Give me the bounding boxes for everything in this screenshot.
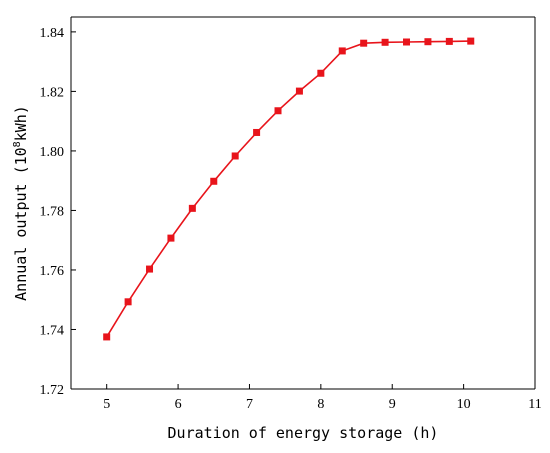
data-point-marker [124, 298, 132, 306]
plot-frame [70, 16, 536, 390]
x-tick-label: 5 [103, 397, 110, 412]
series-layer [103, 37, 475, 341]
x-axis-title: Duration of energy storage (h) [168, 424, 439, 442]
x-tick-label: 7 [246, 397, 253, 412]
x-tick-label: 9 [389, 397, 396, 412]
x-tick-label: 10 [457, 397, 471, 412]
x-tick-label: 11 [528, 397, 541, 412]
data-point-marker [360, 39, 368, 47]
data-point-marker [274, 107, 282, 115]
y-tick-label: 1.82 [40, 85, 65, 100]
y-tick-label: 1.78 [40, 204, 65, 219]
x-ticks: 5 6 7 8 9 10 11 [103, 384, 542, 412]
y-axis-title: Annual output (108kWh) [12, 105, 30, 301]
x-tick-label: 8 [317, 397, 324, 412]
data-point-marker [253, 128, 261, 136]
data-point-marker [103, 333, 111, 341]
data-point-marker [210, 177, 218, 185]
data-point-marker [403, 38, 411, 46]
data-point-marker [381, 38, 389, 46]
y-axis-title-main: Annual output (10 [12, 147, 30, 301]
data-point-marker [188, 204, 196, 212]
data-point-marker [231, 152, 239, 160]
y-axis-title-unit: kWh) [12, 105, 30, 141]
y-axis-title-superscript: 8 [12, 141, 23, 147]
series-line [106, 40, 471, 338]
y-tick-label: 1.72 [40, 383, 65, 398]
y-tick-label: 1.74 [40, 323, 65, 338]
y-ticks: 1.72 1.74 1.76 1.78 1.80 1.82 1.84 [40, 26, 76, 398]
y-tick-label: 1.84 [40, 26, 65, 41]
data-point-marker [295, 87, 303, 95]
data-point-marker [424, 38, 432, 46]
y-tick-label: 1.76 [40, 264, 65, 279]
data-point-marker [317, 69, 325, 77]
data-point-marker [338, 47, 346, 55]
data-point-marker [146, 265, 154, 273]
data-point-marker [467, 37, 475, 45]
x-tick-label: 6 [175, 397, 182, 412]
data-point-marker [167, 234, 175, 242]
y-tick-label: 1.80 [40, 145, 65, 160]
data-point-marker [445, 37, 453, 45]
